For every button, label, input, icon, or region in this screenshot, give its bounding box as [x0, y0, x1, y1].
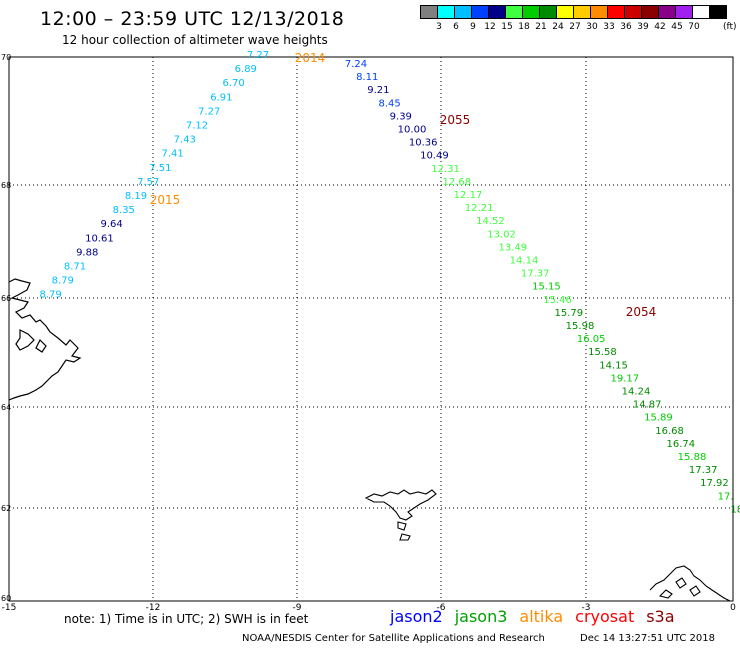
- wave-height-label: 14.24: [622, 387, 651, 398]
- wave-height-label: 16.74: [666, 439, 695, 450]
- wave-height-label: 9.21: [367, 85, 389, 96]
- wave-height-label: 14.14: [510, 256, 539, 267]
- norway-coast: [650, 566, 730, 601]
- wave-height-label: 12.68: [442, 177, 471, 188]
- satellite-jason2: jason2: [390, 607, 443, 626]
- wave-height-label: 15.88: [678, 452, 707, 463]
- wave-height-label: 13.49: [498, 242, 527, 253]
- wave-height-label: 8.71: [64, 262, 86, 273]
- wave-height-label: 7.41: [161, 149, 183, 160]
- satellite-s3a: s3a: [646, 607, 674, 626]
- wave-height-label: 15.79: [554, 308, 583, 319]
- wave-height-label: 9.64: [100, 219, 122, 230]
- lat-tick-label: 68: [1, 181, 11, 190]
- wave-height-label: 15.98: [566, 321, 595, 332]
- wave-height-label: 17.92: [700, 478, 729, 489]
- faroe-islands: [366, 490, 436, 540]
- wave-height-label: 16.68: [655, 426, 684, 437]
- map-frame: [9, 57, 733, 601]
- pass-time-label: 2055: [440, 113, 471, 127]
- wave-height-label: 19.17: [610, 373, 639, 384]
- grid-lines: [9, 57, 733, 601]
- wave-height-label: 17.37: [521, 269, 550, 280]
- wave-height-label: 10.49: [420, 151, 449, 162]
- wave-height-label: 7.27: [198, 106, 220, 117]
- wave-height-label: 15.15: [532, 282, 561, 293]
- footnote: note: 1) Time is in UTC; 2) SWH is in fe…: [64, 612, 308, 626]
- wave-height-label: 8.19: [125, 191, 147, 202]
- wave-height-label: 17.: [718, 491, 734, 502]
- lat-tick-label: 64: [1, 403, 11, 412]
- wave-height-label: 16.05: [577, 334, 606, 345]
- lon-tick-label: -15: [2, 603, 17, 613]
- wave-height-label: 9.39: [390, 111, 412, 122]
- axis-tick-labels: -15 -12 -9 -6 -3 0 70 68 66 64 62 60: [1, 53, 736, 613]
- pass-time-label: 2014: [295, 51, 326, 65]
- wave-height-label: 12.31: [431, 164, 460, 175]
- satellite-cryosat: cryosat: [575, 607, 634, 626]
- wave-height-label: 12.21: [465, 203, 494, 214]
- wave-height-label: 10.00: [398, 125, 427, 136]
- wave-height-label: 8.11: [356, 72, 378, 83]
- wave-height-label: 13.02: [487, 229, 516, 240]
- lon-tick-label: 0: [730, 603, 736, 613]
- wave-height-label: 12.17: [454, 190, 483, 201]
- wave-height-label: 15.89: [644, 413, 673, 424]
- wave-height-label: 17.37: [689, 465, 718, 476]
- wave-height-label: 10.61: [85, 233, 114, 244]
- wave-height-label: 8.79: [52, 276, 74, 287]
- wave-height-label: 15.46: [543, 295, 572, 306]
- wave-height-label: 7.43: [174, 135, 196, 146]
- lat-tick-label: 70: [1, 53, 11, 62]
- wave-height-label: 8.35: [113, 205, 135, 216]
- satellite-legend: jason2 jason3 altika cryosat s3a: [390, 607, 687, 626]
- wave-height-label: 14.52: [476, 216, 505, 227]
- wave-height-label: 7.24: [345, 59, 367, 70]
- wave-height-label: 18: [730, 504, 740, 515]
- wave-height-label: 15.58: [588, 347, 617, 358]
- wave-height-label: 6.89: [235, 64, 257, 75]
- wave-height-label: 7.51: [149, 163, 171, 174]
- wave-height-label: 6.70: [222, 78, 244, 89]
- wave-height-label: 7.12: [186, 121, 208, 132]
- credit-text: NOAA/NESDIS Center for Satellite Applica…: [242, 633, 545, 644]
- lat-tick-label: 60: [1, 594, 11, 603]
- pass-time-label: 2015: [150, 193, 181, 207]
- wave-height-label: 14.87: [633, 400, 662, 411]
- wave-height-labels: 7.27 6.89 6.70 6.91 7.27 7.12 7.43 7.41 7.51 7.57…: [39, 50, 740, 515]
- wave-height-label: 8.79: [39, 290, 61, 301]
- lat-tick-label: 66: [1, 294, 11, 303]
- satellite-altika: altika: [519, 607, 563, 626]
- wave-height-label: 7.27: [247, 50, 269, 61]
- lat-tick-label: 62: [1, 504, 11, 513]
- satellite-jason3: jason3: [455, 607, 508, 626]
- wave-height-label: 8.45: [378, 98, 400, 109]
- wave-height-label: 9.88: [76, 247, 98, 258]
- wave-height-label: 7.57: [137, 177, 159, 188]
- wave-height-label: 10.36: [409, 138, 438, 149]
- pass-time-label: 2054: [626, 305, 657, 319]
- wave-height-label: 6.91: [210, 92, 232, 103]
- timestamp-text: Dec 14 13:27:51 UTC 2018: [580, 633, 715, 644]
- altimeter-map: -15 -12 -9 -6 -3 0706866646260 7.276.896.706.…: [0, 0, 740, 650]
- wave-height-label: 14.15: [599, 360, 628, 371]
